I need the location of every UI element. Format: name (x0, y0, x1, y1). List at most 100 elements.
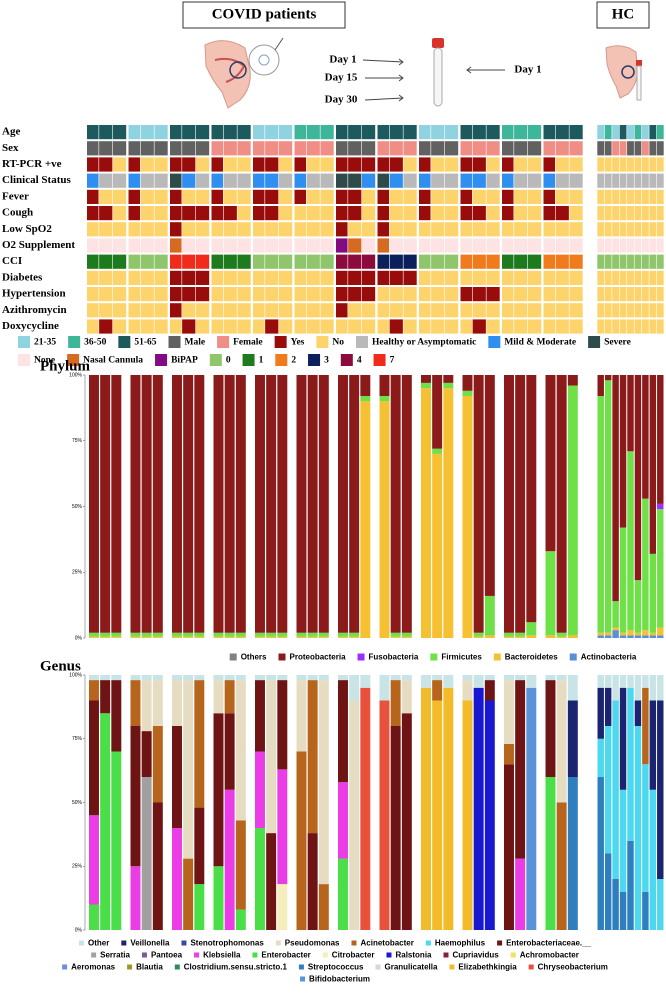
legend-label: Chryseobacterium (538, 963, 608, 972)
bar-segment (183, 632, 194, 637)
heatmap-cell (223, 319, 237, 334)
bar-segment (619, 375, 627, 528)
legend-swatch (373, 354, 386, 366)
bar-segment (443, 382, 454, 389)
legend-label: Pantoea (151, 951, 183, 960)
bar-segment (649, 700, 657, 790)
legend-swatch (569, 653, 577, 661)
heatmap-cell (555, 157, 569, 172)
heatmap-cell (140, 189, 154, 204)
bar-segment (296, 751, 307, 930)
heatmap-cell (170, 303, 182, 318)
y-tick-label: 50% (72, 504, 83, 510)
heatmap-cell (419, 270, 431, 285)
bar-segment (266, 375, 277, 633)
heatmap-cell (604, 270, 612, 285)
legend-swatch (386, 952, 392, 958)
bar-segment (657, 375, 664, 504)
heatmap-cell (419, 222, 431, 237)
bar-segment (504, 743, 514, 765)
heatmap-cell (294, 238, 307, 253)
bar-segment (390, 375, 401, 633)
heatmap-cell (294, 254, 307, 269)
heatmap-cell (627, 287, 634, 302)
heatmap-cell (403, 189, 417, 204)
legend-swatch (168, 336, 181, 348)
heatmap-cell (253, 173, 265, 188)
legend-label: Fusobacteria (369, 653, 419, 662)
bar-segment (634, 375, 642, 581)
bar-segment (152, 680, 163, 726)
legend-label: Other (88, 939, 109, 948)
heatmap-cell (486, 254, 500, 269)
bar-segment (526, 675, 537, 688)
heatmap-cell (294, 287, 307, 302)
heatmap-cell (128, 157, 141, 172)
heatmap-cell (649, 238, 657, 253)
heatmap-cell (265, 173, 279, 188)
heatmap-cell (377, 319, 390, 334)
bar-segment (360, 675, 371, 688)
bar-segment (515, 636, 526, 638)
heatmap-cell (555, 238, 569, 253)
bar-segment (172, 375, 182, 633)
heatmap-cell (656, 287, 664, 302)
heatmap-cell (472, 303, 486, 318)
bar-segment (152, 375, 163, 633)
bar-segment (484, 700, 495, 930)
heatmap-cell (306, 157, 320, 172)
heatmap-cell (460, 270, 473, 285)
heatmap-cell (182, 270, 196, 285)
heatmap-cell (419, 125, 431, 140)
heatmap-cell (403, 319, 417, 334)
heatmap-cell (294, 303, 307, 318)
heatmap-cell (431, 319, 445, 334)
bar-segment (619, 891, 627, 930)
heatmap-cell (306, 287, 320, 302)
heatmap-cell (444, 222, 459, 237)
heatmap-cell (419, 173, 431, 188)
legend-item: 36-50 (68, 336, 107, 348)
y-tick-label: 75% (72, 438, 83, 444)
legend-item: Clostridium.sensu.stricto.1 (174, 963, 287, 972)
patient-illustration (204, 37, 284, 109)
legend-label: Klebsiella (203, 951, 241, 960)
legend-label: Mild & Moderate (504, 338, 576, 348)
heatmap-cell (348, 319, 362, 334)
heatmap-cell (619, 254, 627, 269)
heatmap-cell (195, 270, 210, 285)
heatmap-cell (460, 173, 473, 188)
heatmap-cell (569, 157, 583, 172)
legend-label: Citrobacter (332, 951, 375, 960)
heatmap-cell (211, 303, 224, 318)
heatmap-cell (634, 270, 642, 285)
heatmap-cell (389, 319, 403, 334)
heatmap-cell (486, 238, 500, 253)
legend-swatch (278, 653, 286, 661)
heatmap-cell (543, 125, 556, 140)
heatmap-cell (112, 238, 127, 253)
heatmap-cell (444, 157, 459, 172)
bar-segment (89, 700, 99, 816)
heatmap-cell (460, 319, 473, 334)
heatmap-cell (294, 189, 307, 204)
bar-segment (504, 636, 514, 638)
bar-segment (432, 375, 443, 449)
heatmap-cell (265, 157, 279, 172)
heatmap-cell (502, 238, 514, 253)
legend-label: Enterobacter (261, 951, 310, 960)
heatmap-cell (634, 319, 642, 334)
heatmap-cell (627, 157, 634, 172)
bar-segment (130, 375, 141, 633)
heatmap-cell (99, 254, 113, 269)
heatmap-cell (619, 222, 627, 237)
heatmap-cell (361, 222, 376, 237)
legend-item: Streptococcus (298, 963, 364, 972)
bar-segment (172, 726, 182, 828)
heatmap-cell (320, 319, 334, 334)
legend-item: BiPAP (155, 354, 198, 366)
bar-segment (390, 726, 401, 930)
legend-item: Serratia (91, 951, 130, 960)
heatmap-cell (502, 125, 514, 140)
heatmap-cell (170, 238, 182, 253)
